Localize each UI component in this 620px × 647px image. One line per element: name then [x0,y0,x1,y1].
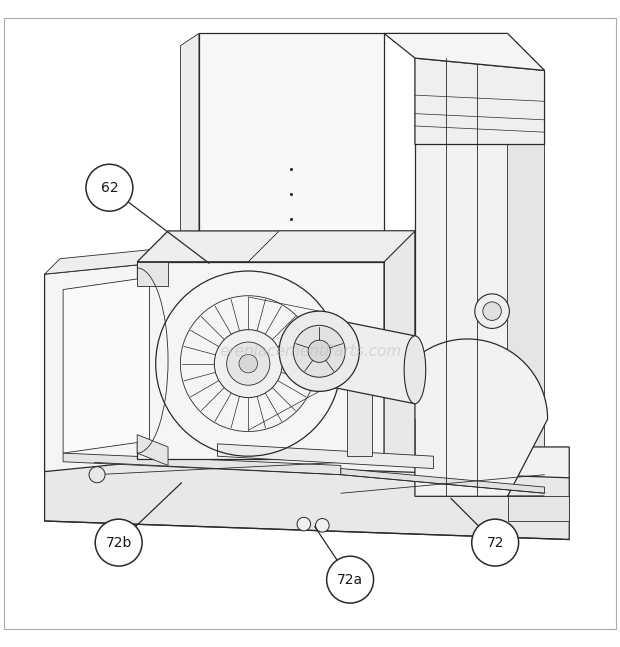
Polygon shape [45,459,569,540]
Circle shape [308,340,330,362]
Circle shape [472,519,518,566]
Ellipse shape [311,317,333,385]
Circle shape [297,518,311,531]
Polygon shape [63,453,341,475]
Polygon shape [137,262,384,459]
Polygon shape [45,247,184,274]
Circle shape [95,519,142,566]
Polygon shape [384,34,544,71]
Polygon shape [322,317,415,404]
Polygon shape [199,34,384,336]
Circle shape [293,325,345,377]
Circle shape [327,556,374,603]
Ellipse shape [404,336,426,404]
Polygon shape [347,385,372,456]
Polygon shape [508,58,544,496]
Text: 72: 72 [487,536,504,549]
Circle shape [86,164,133,211]
Circle shape [483,302,502,320]
Circle shape [316,518,329,532]
Polygon shape [341,468,544,493]
Polygon shape [387,339,547,496]
Circle shape [239,355,257,373]
Circle shape [89,466,105,483]
Polygon shape [137,231,415,262]
Polygon shape [415,58,544,144]
Polygon shape [248,231,415,262]
Polygon shape [63,277,149,453]
Polygon shape [218,444,433,468]
Circle shape [215,330,282,397]
Polygon shape [180,34,199,348]
Polygon shape [508,496,569,521]
Polygon shape [45,447,569,496]
Text: 62: 62 [100,181,118,195]
Text: ereplacementParts.com: ereplacementParts.com [219,344,401,359]
Text: 72a: 72a [337,573,363,587]
Circle shape [475,294,510,329]
Polygon shape [45,262,168,472]
Polygon shape [415,58,508,496]
Circle shape [279,311,360,391]
Polygon shape [137,435,168,465]
Polygon shape [384,231,415,459]
Polygon shape [137,262,168,287]
Text: 72b: 72b [105,536,132,549]
Circle shape [227,342,270,385]
